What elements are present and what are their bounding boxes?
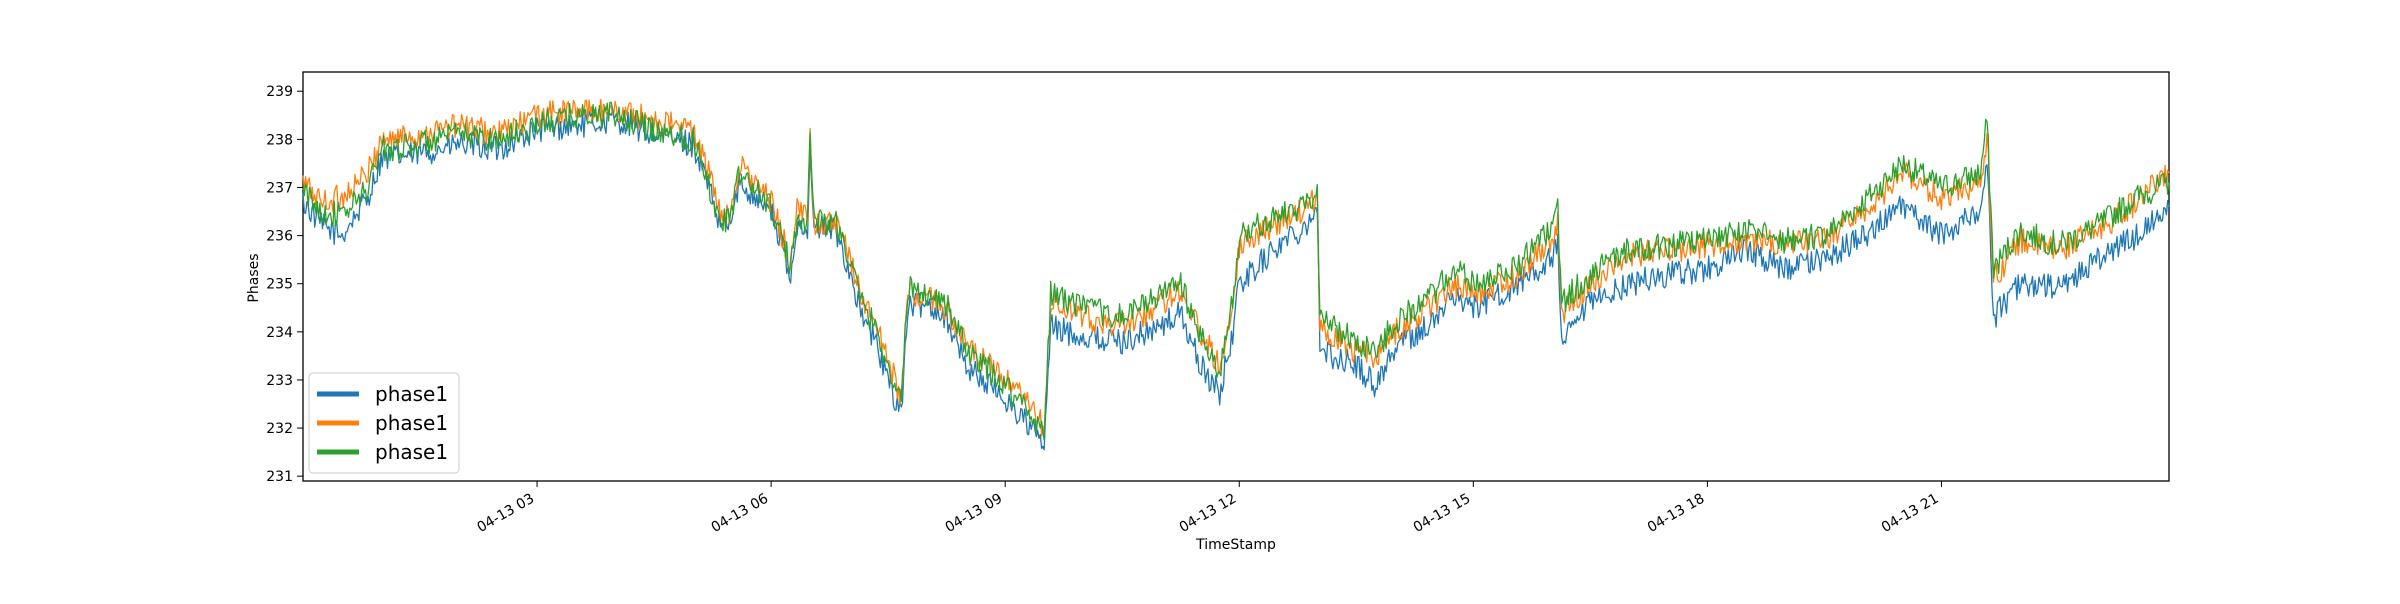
series-line-3	[302, 101, 2170, 441]
x-tick-label: 04-13 09	[943, 491, 1006, 536]
y-tick-label: 239	[266, 84, 293, 100]
axes-frame	[302, 71, 2170, 482]
y-tick-label: 231	[266, 469, 293, 485]
x-tick-label: 04-13 06	[709, 491, 772, 536]
y-tick-label: 237	[266, 180, 293, 196]
legend-label-2: phase1	[375, 411, 448, 435]
y-tick-label: 234	[266, 325, 293, 341]
y-axis-label: Phases	[246, 253, 262, 302]
x-axis-label: TimeStamp	[1195, 537, 1276, 553]
x-tick-label: 04-13 15	[1411, 491, 1474, 536]
y-tick-label: 235	[266, 277, 293, 293]
series-layer	[302, 98, 2170, 451]
y-tick-label: 232	[266, 421, 293, 437]
y-tick-label: 233	[266, 373, 293, 389]
y-axis-ticks: 231 232 233 234 235 236 237 238 239	[266, 84, 303, 485]
legend-label-1: phase1	[375, 382, 448, 406]
x-tick-label: 04-13 03	[475, 491, 538, 536]
x-axis-ticks: 04-13 03 04-13 06 04-13 09 04-13 12 04-13 15…	[475, 481, 1942, 536]
x-tick-label: 04-13 21	[1879, 491, 1942, 536]
legend: phase1 phase1 phase1	[308, 372, 460, 474]
x-tick-label: 04-13 12	[1177, 491, 1240, 536]
legend-label-3: phase1	[375, 440, 448, 464]
y-tick-label: 238	[266, 132, 293, 148]
y-tick-label: 236	[266, 229, 293, 245]
legend-frame	[308, 372, 460, 474]
x-tick-label: 04-13 18	[1645, 491, 1708, 536]
